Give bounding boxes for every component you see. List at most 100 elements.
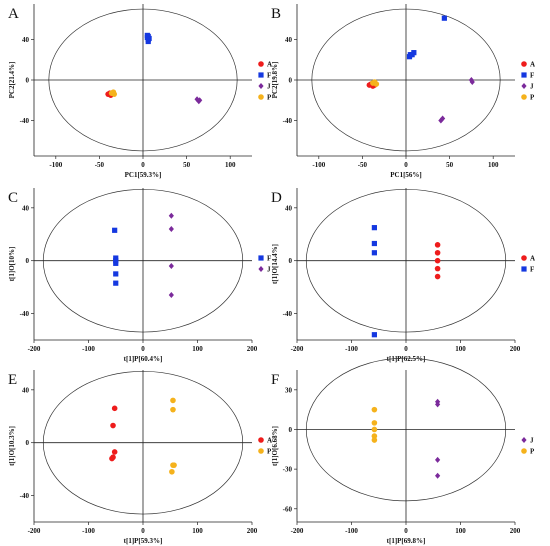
- legend-marker: [521, 72, 527, 78]
- y-tick-label: -30: [283, 466, 293, 474]
- x-tick-label: 100: [192, 345, 203, 353]
- legend-label: J: [530, 83, 534, 91]
- y-tick-label: -40: [20, 492, 30, 500]
- x-tick-label: 50: [446, 161, 454, 169]
- y-tick-label: 40: [285, 36, 293, 44]
- x-tick-label: 0: [404, 527, 408, 535]
- legend-label: F: [267, 255, 271, 263]
- data-point: [113, 258, 119, 264]
- y-tick-label: 40: [285, 204, 293, 212]
- data-point: [168, 212, 174, 219]
- y-axis-label: t[1]O[10%]: [8, 247, 16, 282]
- legend-label: F: [530, 72, 534, 80]
- x-tick-label: -200: [28, 345, 41, 353]
- data-point: [111, 91, 118, 97]
- x-tick-label: 100: [192, 527, 203, 535]
- data-point: [169, 468, 175, 475]
- legend-marker: [258, 61, 264, 67]
- x-axis-label: t[1]P[60.4%]: [124, 355, 163, 363]
- y-tick-label: 0: [289, 426, 293, 434]
- x-tick-label: -100: [82, 527, 95, 535]
- x-tick-label: -100: [345, 345, 358, 353]
- data-point: [109, 455, 115, 462]
- data-point: [434, 249, 441, 256]
- data-point: [371, 426, 378, 433]
- y-axis-label: t[1]O[6.68%]: [271, 426, 279, 466]
- y-tick-label: 40: [22, 36, 30, 44]
- data-point: [441, 15, 447, 21]
- legend-marker: [521, 437, 527, 443]
- x-tick-label: -200: [291, 527, 304, 535]
- legend-label: J: [530, 437, 534, 445]
- legend-marker: [258, 266, 264, 272]
- x-tick-label: 200: [247, 345, 258, 353]
- data-point: [435, 472, 441, 479]
- data-point: [371, 406, 378, 413]
- x-tick-label: -200: [28, 527, 41, 535]
- x-tick-label: 0: [404, 345, 408, 353]
- series-F: [371, 225, 377, 338]
- series-P: [108, 89, 118, 97]
- panel-B: B -100 -50 0 50 100 -40 0 40 PC1[56%] PC2[19.8%] AF…: [271, 4, 535, 179]
- data-point: [371, 332, 377, 338]
- data-point: [110, 422, 116, 429]
- series-F: [112, 227, 119, 286]
- data-point: [373, 81, 380, 87]
- series-P: [169, 397, 177, 475]
- x-tick-label: -200: [291, 345, 304, 353]
- data-point: [113, 271, 119, 277]
- data-point: [371, 225, 377, 231]
- x-tick-label: 200: [510, 527, 521, 535]
- panel-E: E -200 -100 0 100 200 -40 0 40 t[1]P[59.3%] t[1]O[…: [8, 370, 272, 545]
- series-F: [406, 15, 447, 60]
- x-tick-label: 0: [141, 161, 145, 169]
- panel-label: D: [271, 190, 282, 206]
- legend-label: P: [267, 94, 272, 102]
- series-J: [435, 398, 441, 479]
- legend-marker: [521, 61, 527, 67]
- x-tick-label: 200: [510, 345, 521, 353]
- data-point: [435, 401, 441, 408]
- series-J: [438, 77, 475, 124]
- legend-marker: [521, 94, 527, 100]
- y-axis-label: t[1]O[10.3%]: [8, 426, 16, 466]
- legend-label: A: [530, 255, 535, 263]
- y-tick-label: 0: [26, 257, 30, 265]
- y-axis-label: t[1]O[14.4%]: [271, 244, 279, 284]
- legend-label: F: [267, 72, 271, 80]
- y-tick-label: -40: [20, 310, 30, 318]
- x-tick-label: 100: [455, 345, 466, 353]
- series-P: [370, 79, 380, 87]
- data-point: [468, 77, 474, 83]
- y-tick-label: 40: [22, 386, 30, 394]
- legend-label: A: [267, 437, 272, 445]
- legend-marker: [258, 72, 264, 78]
- panel-F: F 200 100 0 -100 -200 -60 -30 0 30 t[1]P[69.8%] t[1…: [271, 357, 535, 545]
- legend-label: A: [267, 61, 272, 69]
- data-point: [469, 79, 475, 86]
- panel-A: A -100 -50 0 50 100 -40 0 40 PC1[59.3%] PC2[21.4%]…: [8, 4, 272, 179]
- x-axis-label: PC1[59.3%]: [125, 171, 162, 179]
- y-tick-label: 30: [285, 386, 293, 394]
- x-tick-label: 100: [455, 527, 466, 535]
- x-tick-label: -50: [95, 161, 105, 169]
- x-axis-label: PC1[56%]: [390, 171, 422, 179]
- panel-label: E: [8, 372, 17, 388]
- data-point: [434, 265, 441, 272]
- y-tick-label: 40: [22, 204, 30, 212]
- legend-label: P: [267, 448, 272, 456]
- x-axis-label: t[1]P[59.3%]: [124, 537, 163, 545]
- data-point: [371, 250, 377, 256]
- x-tick-label: -100: [345, 527, 358, 535]
- data-point: [113, 280, 119, 286]
- legend-marker: [521, 83, 527, 89]
- x-tick-label: 200: [247, 527, 258, 535]
- legend-marker: [521, 448, 527, 454]
- panel-label: A: [8, 6, 19, 22]
- panel-label: F: [271, 372, 279, 388]
- x-tick-label: -50: [358, 161, 368, 169]
- x-tick-label: 0: [141, 527, 145, 535]
- data-point: [111, 405, 118, 412]
- data-point: [112, 227, 118, 233]
